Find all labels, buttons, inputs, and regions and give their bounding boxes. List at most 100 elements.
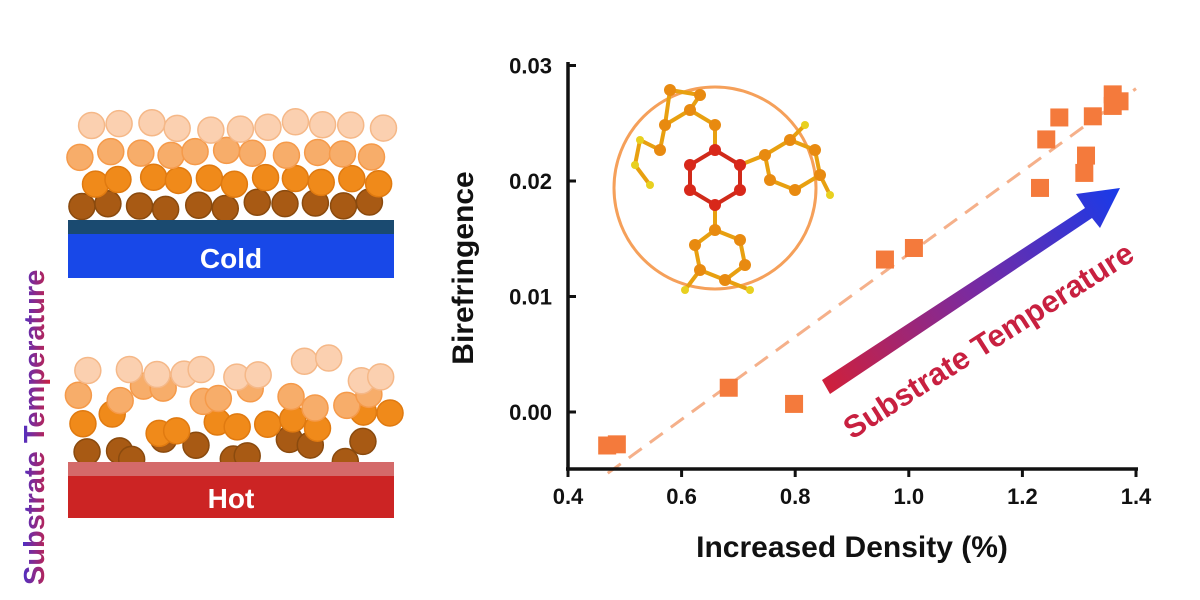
particle [74, 356, 102, 385]
atom [664, 84, 676, 96]
particle [204, 384, 233, 413]
particle [328, 140, 357, 168]
data-point [1037, 130, 1056, 149]
data-point [1077, 146, 1096, 165]
x-tick-label: 1.2 [1007, 484, 1038, 509]
particle [125, 192, 154, 220]
molecule-inset [612, 84, 834, 294]
data-point [1110, 92, 1129, 111]
particle [162, 417, 191, 445]
particle [163, 114, 191, 143]
arrow-icon [822, 188, 1120, 394]
y-tick-label: 0.00 [509, 400, 552, 425]
atom [631, 161, 639, 169]
particle [223, 413, 251, 441]
y-tick-label: 0.03 [509, 54, 552, 79]
particle [187, 355, 215, 384]
particle [364, 170, 393, 198]
atom [709, 144, 721, 156]
x-tick-label: 1.0 [894, 484, 925, 509]
particle [115, 355, 144, 384]
particle [338, 164, 366, 193]
particle [254, 113, 282, 141]
particle [243, 188, 272, 217]
atom [659, 119, 671, 131]
data-point [875, 250, 894, 269]
particle [244, 361, 272, 389]
particle [238, 139, 267, 167]
particle [143, 360, 171, 389]
particle [226, 115, 255, 143]
x-tick-label: 0.6 [666, 484, 697, 509]
atom [814, 169, 826, 181]
particle [211, 194, 240, 223]
cold-substrate [68, 234, 394, 278]
atom [646, 181, 654, 189]
atom [694, 264, 706, 276]
particle [281, 164, 310, 193]
particle [139, 163, 168, 192]
particle [66, 143, 94, 172]
x-tick-label: 0.4 [553, 484, 584, 509]
particle [138, 109, 166, 137]
x-axis-label: Increased Density (%) [696, 531, 1008, 564]
particle [349, 427, 377, 456]
data-point [1075, 163, 1094, 182]
atom [809, 144, 821, 156]
data-point [607, 435, 626, 454]
particle [314, 344, 343, 372]
cold-particle-stack [66, 108, 398, 224]
particle [164, 166, 193, 195]
bond [633, 163, 652, 187]
hot-particle-stack [64, 344, 404, 476]
y-tick-label: 0.01 [509, 285, 552, 310]
particle [73, 438, 101, 466]
particle [307, 168, 335, 197]
atom [684, 104, 696, 116]
atom [689, 239, 701, 251]
y-axis-label: Birefringence [447, 171, 480, 364]
atom [759, 149, 771, 161]
atom [694, 89, 706, 101]
atom [681, 286, 689, 294]
particle [81, 170, 110, 198]
particle [77, 111, 106, 140]
cold-label: Cold [200, 243, 262, 274]
particle [184, 191, 213, 219]
atom [739, 259, 751, 271]
particle [182, 431, 210, 459]
particle [369, 114, 398, 142]
particle [329, 192, 358, 220]
particle [290, 347, 319, 375]
atom [709, 119, 721, 131]
atom [719, 274, 731, 286]
particle [277, 382, 305, 411]
atom [684, 184, 696, 196]
particle [366, 363, 395, 391]
particle [97, 137, 125, 166]
data-point [904, 238, 923, 257]
particle [94, 189, 122, 218]
particle [157, 141, 185, 170]
left-panel: Substrate Temperature Cold Hot [19, 108, 404, 585]
particle [301, 394, 329, 422]
atom [801, 121, 809, 129]
particle [68, 192, 96, 221]
atom [654, 144, 666, 156]
data-points [598, 85, 1129, 455]
particle [69, 409, 97, 438]
particle [357, 143, 386, 171]
atom [734, 234, 746, 246]
particle [336, 111, 365, 139]
particle [308, 110, 337, 139]
bond [633, 139, 642, 166]
particle [195, 164, 224, 192]
x-tick-label: 0.8 [780, 484, 811, 509]
atom [636, 136, 644, 144]
particle [220, 170, 249, 199]
atom [734, 184, 746, 196]
particle [197, 116, 225, 144]
particle [105, 109, 133, 138]
ticks: 0.4 0.6 0.8 1.0 1.2 1.4 0.00 0.01 0.02 0.03 [509, 54, 1152, 510]
